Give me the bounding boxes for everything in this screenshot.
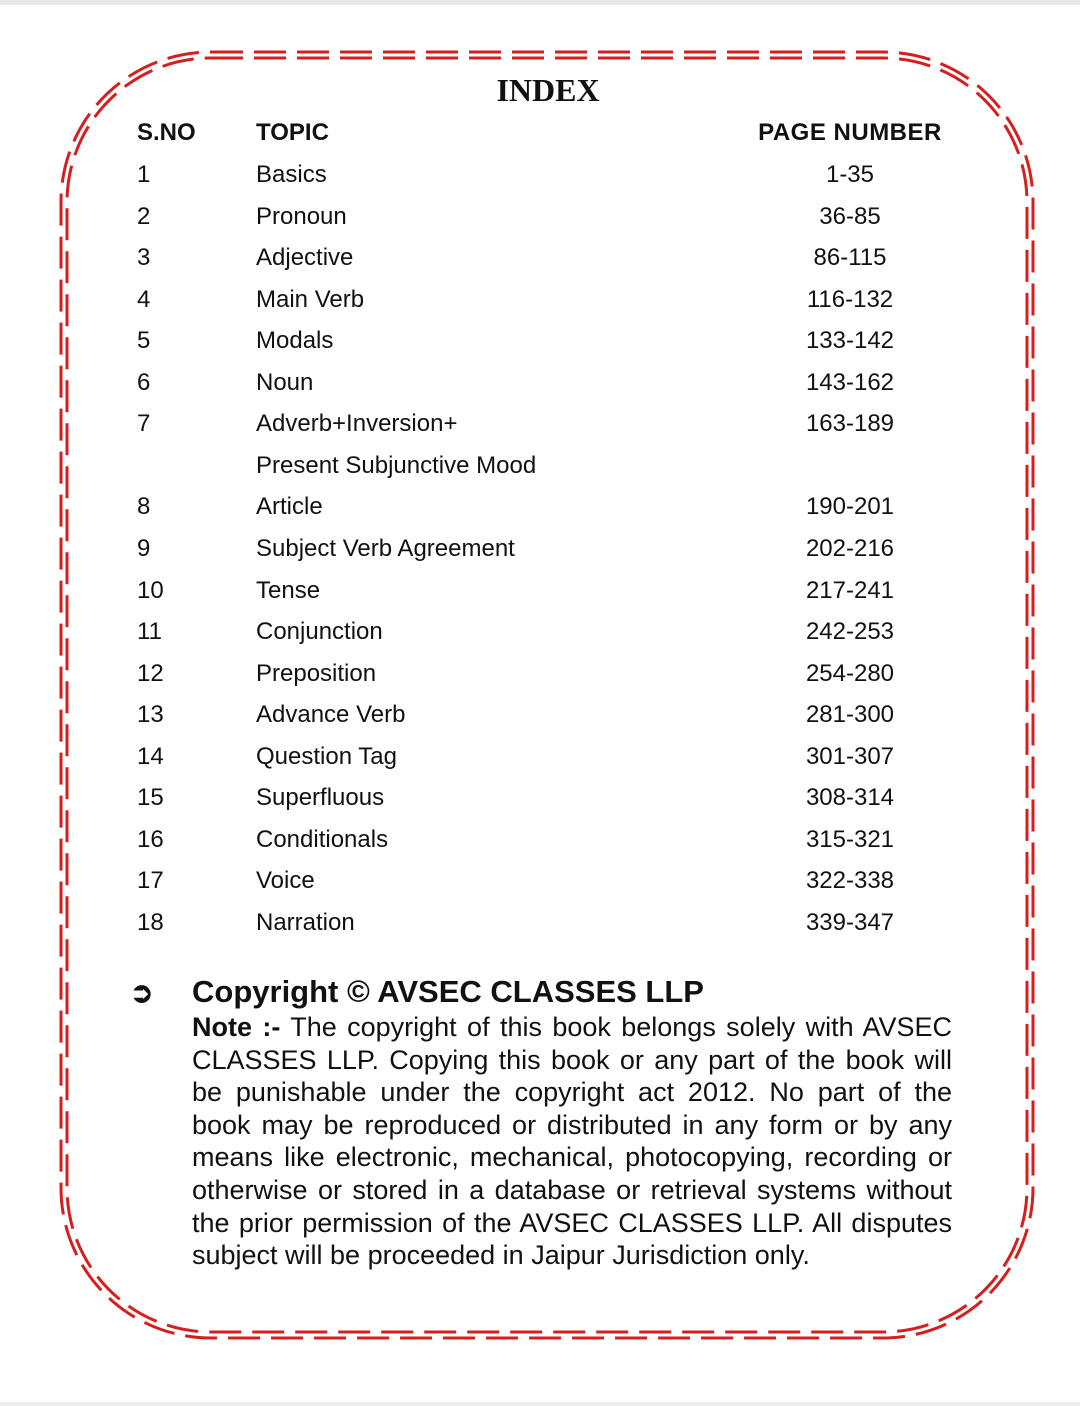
cell-page: 254-280	[805, 660, 895, 687]
cell-sno: 16	[137, 826, 164, 853]
cell-topic: Modals	[256, 327, 334, 354]
cell-page: 322-338	[805, 867, 895, 894]
note-label: Note :-	[192, 1012, 281, 1042]
cell-page: 242-253	[805, 618, 895, 645]
cell-topic: Conjunction	[256, 618, 383, 645]
cell-topic: Question Tag	[256, 743, 397, 770]
cell-page: 163-189	[805, 410, 895, 437]
cell-page: 339-347	[805, 909, 895, 936]
table-header: S.NO TOPIC PAGE NUMBER	[0, 119, 1080, 159]
cell-topic: Present Subjunctive Mood	[256, 452, 537, 479]
cell-topic: Conditionals	[256, 826, 389, 853]
cell-page: 86-115	[813, 244, 887, 271]
cell-sno: 8	[137, 493, 151, 520]
table-row: 8 Article 190-201	[0, 493, 1080, 533]
note-text: The copyright of this book belongs solel…	[192, 1012, 953, 1271]
cell-sno: 1	[137, 161, 151, 188]
table-row: 12 Preposition 254-280	[0, 660, 1080, 700]
cell-page: 143-162	[805, 369, 895, 396]
cell-page: 301-307	[805, 743, 895, 770]
cell-topic: Main Verb	[256, 286, 365, 313]
cell-sno: 12	[137, 660, 164, 687]
table-row: 10 Tense 217-241	[0, 577, 1080, 617]
cell-topic: Article	[256, 493, 323, 520]
cell-topic: Basics	[256, 161, 327, 188]
cell-sno: 2	[137, 203, 151, 230]
cell-sno: 17	[137, 867, 164, 894]
cell-page: 116-132	[806, 286, 894, 313]
header-topic: TOPIC	[256, 119, 329, 146]
cell-topic: Preposition	[256, 660, 377, 687]
table-row: 5 Modals 133-142	[0, 327, 1080, 367]
table-row: 2 Pronoun 36-85	[0, 203, 1080, 243]
copyright-heading: Copyright © AVSEC CLASSES LLP	[192, 974, 704, 1009]
cell-sno: 15	[137, 784, 164, 811]
page-title: INDEX	[496, 72, 600, 108]
table-row: 16 Conditionals 315-321	[0, 826, 1080, 866]
cell-topic: Noun	[256, 369, 314, 396]
table-row: 4 Main Verb 116-132	[0, 286, 1080, 326]
table-row: 7 Adverb+Inversion+ 163-189	[0, 410, 1080, 450]
cell-sno: 4	[137, 286, 151, 313]
cell-page: 133-142	[805, 327, 895, 354]
cell-page: 36-85	[819, 203, 881, 230]
cell-sno: 9	[137, 535, 151, 562]
cell-page: 281-300	[805, 701, 895, 728]
cell-sno: 10	[137, 577, 164, 604]
table-row: 13 Advance Verb 281-300	[0, 701, 1080, 741]
cell-sno: 18	[137, 909, 164, 936]
top-bar	[0, 0, 1080, 5]
cell-topic: Adverb+Inversion+	[256, 410, 458, 437]
header-page: PAGE NUMBER	[758, 119, 942, 146]
cell-page: 217-241	[805, 577, 895, 604]
cell-page: 315-321	[805, 826, 895, 853]
cell-topic: Adjective	[256, 244, 354, 271]
table-row: 18 Narration 339-347	[0, 909, 1080, 949]
cell-sno: 13	[137, 701, 164, 728]
cell-topic: Voice	[256, 867, 315, 894]
arrow-right-circle-icon: ➲	[130, 977, 154, 1008]
copyright-note: Note :- The copyright of this book belon…	[192, 1011, 952, 1272]
cell-sno: 5	[137, 327, 151, 354]
cell-topic: Advance Verb	[256, 701, 406, 728]
cell-page: 202-216	[805, 535, 895, 562]
table-row: 1 Basics 1-35	[0, 161, 1080, 201]
cell-topic: Subject Verb Agreement	[256, 535, 515, 562]
cell-sno: 11	[137, 618, 162, 645]
cell-sno: 3	[137, 244, 151, 271]
bottom-bar	[0, 1402, 1080, 1406]
table-row: 15 Superfluous 308-314	[0, 784, 1080, 824]
table-row: 17 Voice 322-338	[0, 867, 1080, 907]
cell-page: 190-201	[805, 493, 895, 520]
cell-topic: Pronoun	[256, 203, 347, 230]
cell-topic: Tense	[256, 577, 321, 604]
table-row: 3 Adjective 86-115	[0, 244, 1080, 284]
cell-topic: Superfluous	[256, 784, 385, 811]
cell-page: 308-314	[805, 784, 895, 811]
cell-sno: 6	[137, 369, 151, 396]
header-sno: S.NO	[137, 119, 196, 146]
table-row: 14 Question Tag 301-307	[0, 743, 1080, 783]
cell-sno: 7	[137, 410, 151, 437]
table-row: 11 Conjunction 242-253	[0, 618, 1080, 658]
cell-sno: 14	[137, 743, 164, 770]
table-row: 9 Subject Verb Agreement 202-216	[0, 535, 1080, 575]
table-row: 6 Noun 143-162	[0, 369, 1080, 409]
cell-topic: Narration	[256, 909, 355, 936]
cell-page: 1-35	[825, 161, 875, 188]
table-row: Present Subjunctive Mood	[0, 452, 1080, 492]
